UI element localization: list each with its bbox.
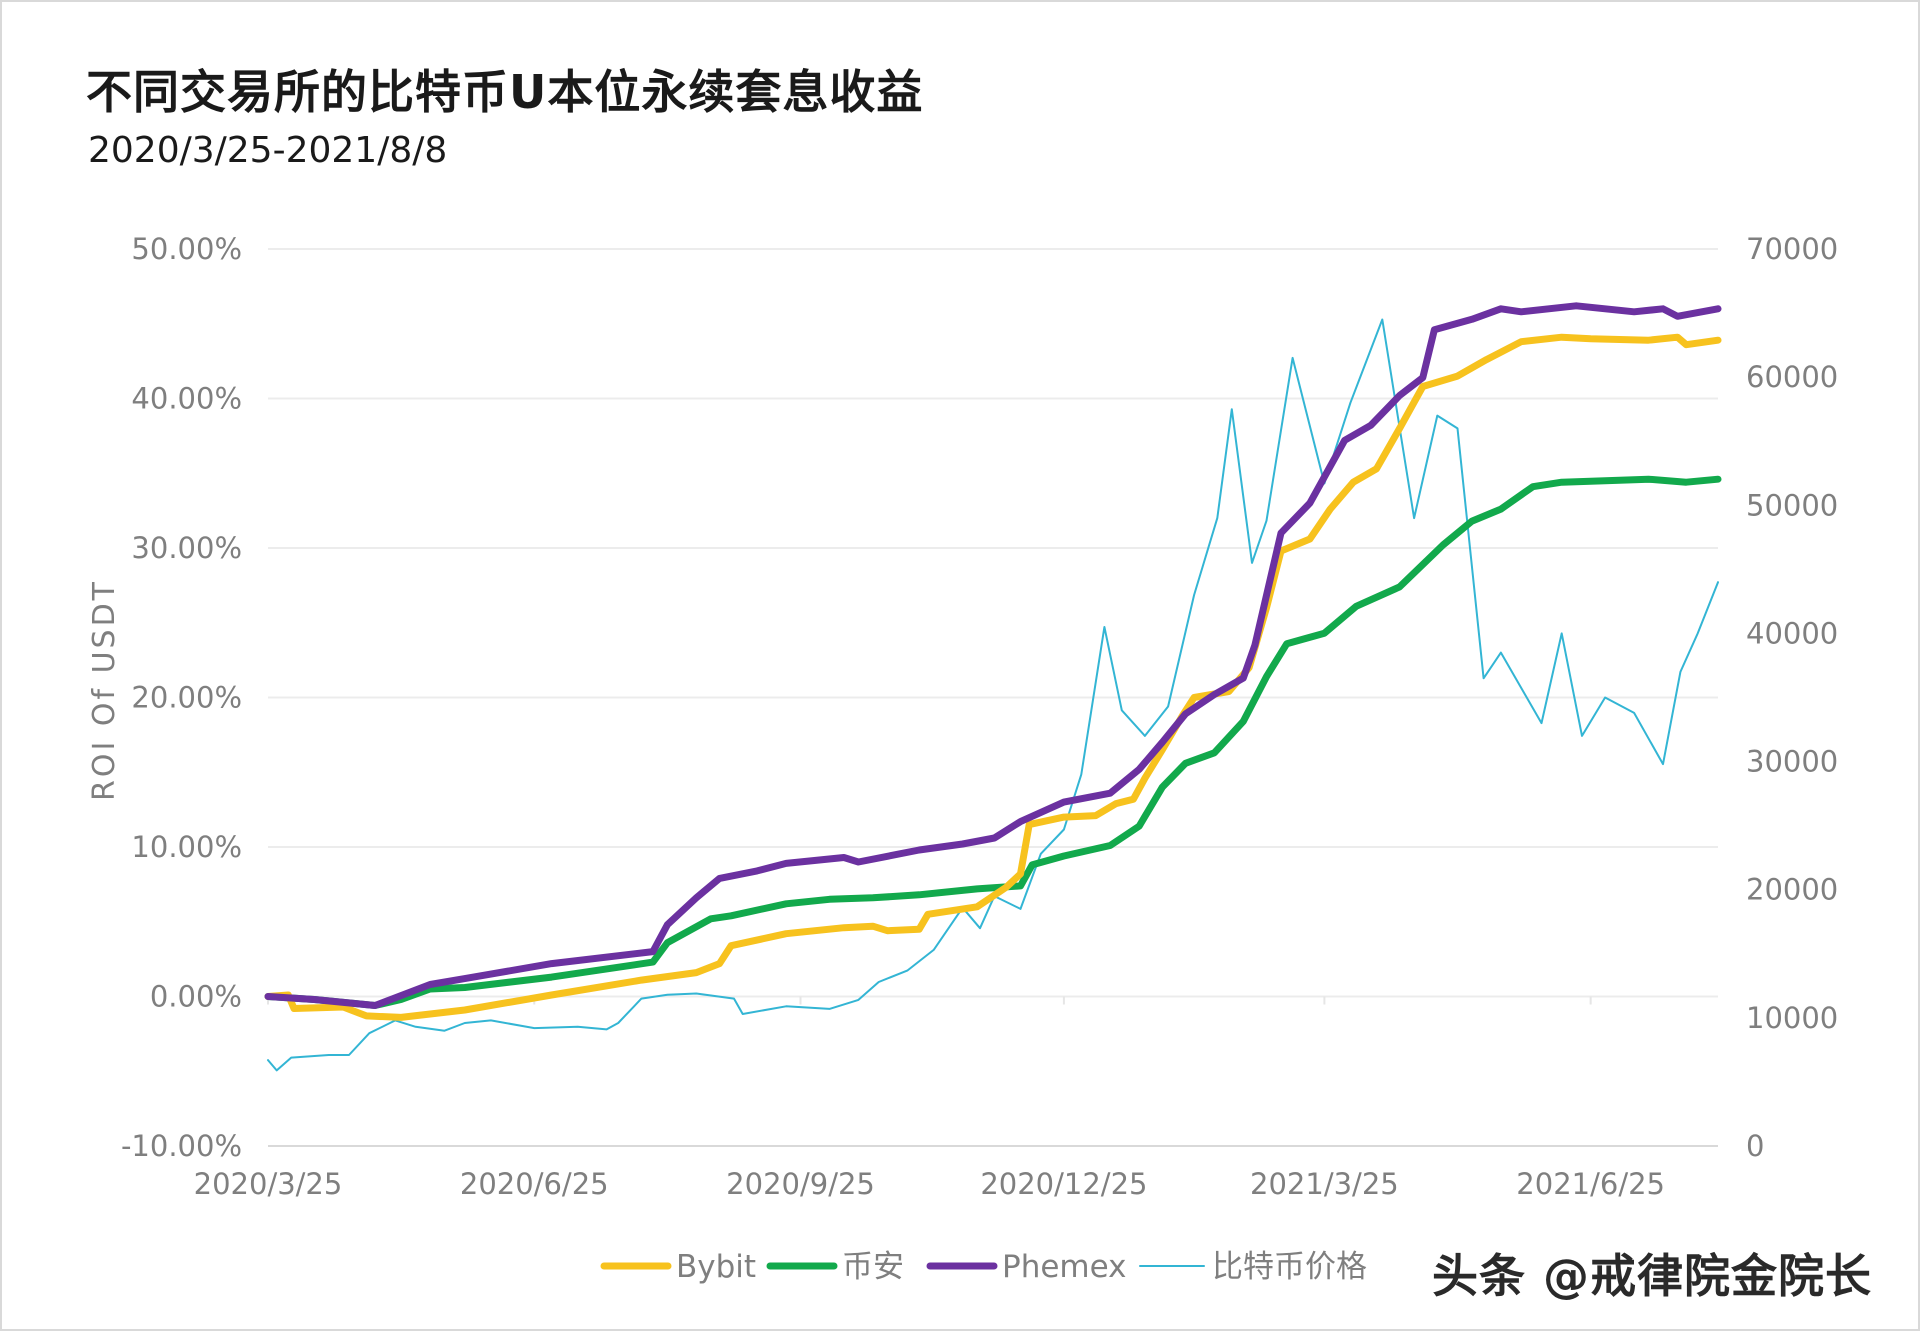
right-tick-label: 20000 (1746, 873, 1838, 907)
grid-lines (268, 248, 1718, 1147)
left-tick-label: -10.00% (121, 1129, 242, 1163)
right-tick-label: 0 (1746, 1129, 1764, 1163)
series-lines (264, 302, 1722, 1072)
left-tick-label: 20.00% (131, 681, 242, 715)
left-axis: -10.00% 0.00% 10.00% 20.00% 30.00% 40.00% 50.0… (121, 232, 242, 1163)
right-tick-label: 30000 (1746, 745, 1838, 779)
series-line-1 (264, 475, 1722, 1009)
x-tick-label: 2020/9/25 (726, 1167, 875, 1201)
left-tick-label: 40.00% (131, 382, 242, 416)
right-axis: 0 10000 20000 30000 40000 50000 60000 70000 (1746, 232, 1838, 1163)
x-tick-label: 2020/3/25 (194, 1167, 343, 1201)
x-tick-label: 2020/6/25 (460, 1167, 609, 1201)
legend: Bybit 币安 Phemex 比特币价格 (600, 1249, 1367, 1285)
series-line-3 (267, 318, 1719, 1072)
right-tick-label: 10000 (1746, 1001, 1838, 1035)
series-line-0 (264, 333, 1722, 1021)
left-tick-label: 0.00% (150, 980, 242, 1014)
x-tick-label: 2021/3/25 (1250, 1167, 1399, 1201)
left-tick-label: 10.00% (131, 830, 242, 864)
series-line-2 (264, 302, 1722, 1009)
left-tick-label: 50.00% (131, 232, 242, 266)
legend-label: Bybit (676, 1249, 756, 1285)
y-axis-label: ROI Of USDT (87, 579, 122, 801)
x-axis: 2020/3/25 2020/6/25 2020/9/25 2020/12/25 202… (194, 996, 1665, 1201)
chart-subtitle: 2020/3/25-2021/8/8 (88, 130, 448, 171)
x-tick-label: 2021/6/25 (1516, 1167, 1665, 1201)
right-tick-label: 50000 (1746, 488, 1838, 522)
watermark: 头条 @戒律院金院长 (1432, 1249, 1873, 1303)
x-tick-label: 2020/12/25 (980, 1167, 1147, 1201)
legend-label: 比特币价格 (1212, 1249, 1367, 1285)
legend-label: Phemex (1002, 1249, 1126, 1285)
legend-label: 币安 (842, 1249, 904, 1285)
left-tick-label: 30.00% (131, 531, 242, 565)
right-tick-label: 70000 (1746, 232, 1838, 266)
chart-title: 不同交易所的比特币U本位永续套息收益 (86, 65, 924, 119)
right-tick-label: 40000 (1746, 616, 1838, 650)
right-tick-label: 60000 (1746, 360, 1838, 394)
